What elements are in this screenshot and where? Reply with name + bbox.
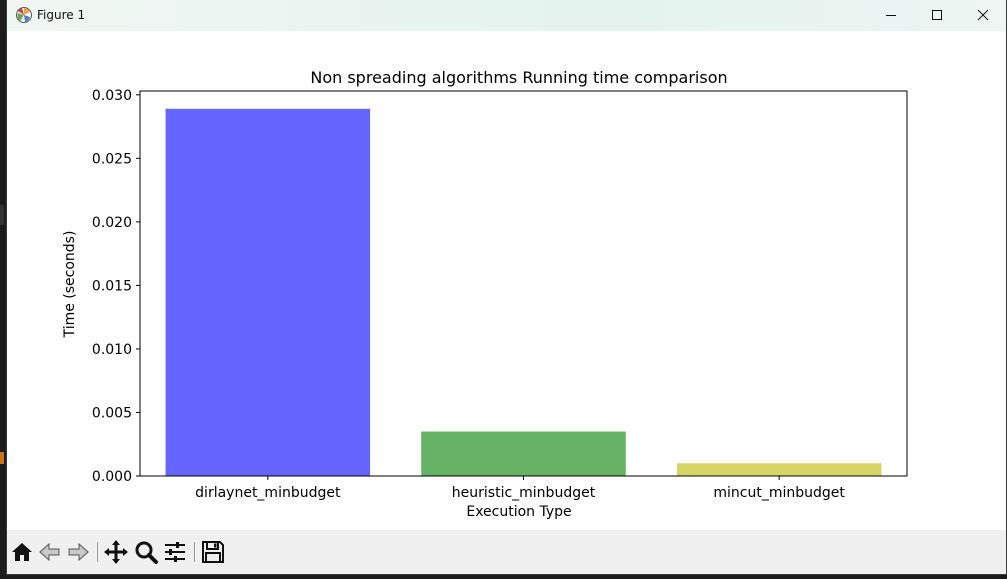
- navigation-toolbar: [7, 530, 1006, 574]
- x-tick-label: heuristic_minbudget: [452, 485, 596, 501]
- toolbar-separator: [194, 542, 195, 562]
- figure-window: Figure 1 Non spreading algorithms Runnin…: [7, 0, 1006, 574]
- back-button[interactable]: [37, 539, 63, 565]
- title-bar[interactable]: Figure 1: [7, 0, 1006, 31]
- y-axis: 0.000 0.005 0.010 0.015 0.020 0.025 0.030: [92, 88, 140, 485]
- y-tick-label: 0.005: [92, 405, 132, 421]
- close-button[interactable]: [960, 0, 1006, 31]
- window-title: Figure 1: [37, 8, 86, 22]
- y-axis-label: Time (seconds): [62, 231, 78, 339]
- background-window-edge-accent: [0, 452, 4, 464]
- bar-chart[interactable]: Non spreading algorithms Running time co…: [7, 31, 1006, 530]
- y-tick-label: 0.025: [92, 151, 132, 167]
- y-tick-label: 0.000: [92, 469, 132, 485]
- home-icon: [12, 543, 32, 561]
- minimize-icon: [886, 15, 896, 16]
- y-tick-label: 0.020: [92, 215, 132, 231]
- zoom-button[interactable]: [133, 539, 159, 565]
- save-icon: [202, 541, 224, 563]
- configure-subplots-icon: [165, 542, 185, 562]
- save-button[interactable]: [200, 539, 226, 565]
- x-axis-label: Execution Type: [466, 504, 571, 520]
- x-tick-label: mincut_minbudget: [713, 485, 845, 501]
- minimize-button[interactable]: [868, 0, 914, 31]
- maximize-button[interactable]: [914, 0, 960, 31]
- bar-heuristic-minbudget: [421, 431, 626, 476]
- maximize-icon: [932, 10, 942, 20]
- pan-icon: [104, 540, 128, 564]
- zoom-icon: [135, 541, 158, 564]
- background-window-edge: [0, 205, 4, 225]
- bars-group: [165, 108, 882, 476]
- forward-arrow-icon: [68, 542, 89, 562]
- toolbar-separator: [97, 542, 98, 562]
- configure-subplots-button[interactable]: [162, 539, 188, 565]
- x-axis: dirlaynet_minbudget heuristic_minbudget mi…: [195, 476, 845, 501]
- forward-button[interactable]: [65, 539, 91, 565]
- bar-mincut-minbudget: [676, 463, 882, 476]
- matplotlib-icon: [16, 7, 32, 23]
- bar-dirlaynet-minbudget: [165, 108, 371, 476]
- pan-button[interactable]: [103, 539, 129, 565]
- close-icon: [977, 9, 989, 21]
- back-arrow-icon: [39, 542, 60, 562]
- y-tick-label: 0.010: [92, 342, 132, 358]
- chart-title: Non spreading algorithms Running time co…: [310, 68, 727, 87]
- y-tick-label: 0.015: [92, 278, 132, 294]
- home-button[interactable]: [9, 539, 35, 565]
- y-tick-label: 0.030: [92, 88, 132, 104]
- x-tick-label: dirlaynet_minbudget: [195, 485, 341, 501]
